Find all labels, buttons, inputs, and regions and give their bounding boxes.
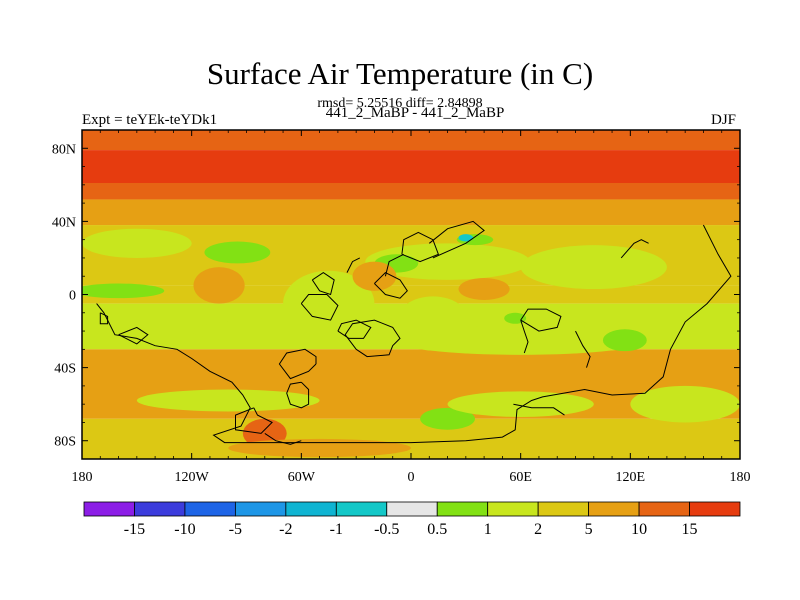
axes: 180 120W 60W 0 60E 120E 180 80N 40N 0 40S 80S bbox=[52, 129, 751, 485]
field-region bbox=[193, 267, 245, 304]
coastline bbox=[99, 312, 109, 325]
field-region bbox=[82, 228, 192, 258]
x-tick-label: 60W bbox=[288, 470, 316, 485]
x-tick-label: 120W bbox=[175, 470, 210, 485]
colorbar-label: 2 bbox=[534, 521, 542, 538]
coastline bbox=[620, 239, 649, 259]
x-tick-label: 180 bbox=[72, 470, 93, 485]
field-region bbox=[458, 234, 474, 242]
colorbar-box bbox=[234, 501, 287, 517]
field-region bbox=[420, 407, 475, 430]
y-tick-label: 40N bbox=[52, 215, 76, 230]
y-tick-label: 40S bbox=[54, 362, 76, 377]
field-region bbox=[204, 241, 271, 264]
colorbar-box bbox=[638, 501, 690, 517]
coastline bbox=[264, 432, 302, 445]
coastlines bbox=[96, 220, 732, 445]
field-region bbox=[396, 296, 470, 348]
chart-subtitle: rmsd= 5.25516 diff= 2.84898 bbox=[317, 96, 483, 111]
coastline bbox=[575, 330, 591, 368]
coastline bbox=[300, 294, 339, 321]
colorbar-label: 5 bbox=[585, 521, 593, 538]
colorbar-label: 1 bbox=[484, 521, 492, 538]
field-region bbox=[82, 283, 165, 299]
colorbar-label: 15 bbox=[682, 521, 698, 538]
colorbar: -15 -10 -5 -2 -1 -0.5 0.5 1 2 5 10 15 bbox=[83, 501, 741, 538]
colorbar-box bbox=[184, 501, 236, 517]
field-region bbox=[602, 329, 647, 352]
colorbar-label: -1 bbox=[330, 521, 343, 538]
colorbar-label: -15 bbox=[124, 521, 145, 538]
field-band bbox=[82, 130, 740, 151]
field-region bbox=[283, 270, 375, 337]
colorbar-label: 0.5 bbox=[427, 521, 447, 538]
field-band bbox=[82, 199, 740, 226]
field-region bbox=[520, 245, 667, 290]
coastline bbox=[286, 381, 310, 409]
y-tick-label: 80N bbox=[52, 142, 76, 157]
x-tick-label: 60E bbox=[509, 470, 532, 485]
field-region bbox=[504, 312, 527, 324]
chart-title: Surface Air Temperature (in C) bbox=[206, 56, 594, 91]
season-label: DJF bbox=[710, 112, 736, 128]
coastline bbox=[513, 403, 565, 416]
coastline bbox=[337, 319, 372, 339]
coastline bbox=[118, 326, 149, 345]
coastline bbox=[520, 308, 562, 332]
colorbar-label: -0.5 bbox=[374, 521, 399, 538]
colorbar-box bbox=[134, 501, 186, 517]
coastline bbox=[374, 271, 408, 299]
field-region bbox=[630, 385, 740, 423]
field-region bbox=[228, 438, 411, 458]
field-region bbox=[458, 278, 510, 300]
field-region bbox=[136, 389, 320, 412]
colorbar-box bbox=[487, 501, 539, 517]
colorbar-box bbox=[335, 501, 388, 517]
coastline bbox=[311, 271, 335, 296]
y-tick-label: 80S bbox=[54, 435, 76, 450]
colorbar-box bbox=[386, 501, 438, 517]
colorbar-box bbox=[537, 501, 590, 517]
colorbar-label: 10 bbox=[631, 521, 647, 538]
coastline bbox=[384, 253, 404, 277]
experiment-label: Expt = teYEk-teYDk1 bbox=[82, 112, 218, 128]
coastline bbox=[428, 220, 485, 259]
coastline bbox=[96, 224, 732, 444]
y-tick-label: 0 bbox=[69, 289, 76, 304]
colorbar-box bbox=[588, 501, 640, 517]
coastline bbox=[520, 319, 529, 354]
coastline bbox=[235, 407, 273, 434]
x-tick-label: 0 bbox=[408, 470, 415, 485]
case-label: 441_2_MaBP - 441_2_MaBP bbox=[325, 105, 505, 121]
colorbar-label: -2 bbox=[279, 521, 292, 538]
colorbar-label: -10 bbox=[174, 521, 195, 538]
colorbar-box bbox=[285, 501, 337, 517]
field-region bbox=[352, 261, 397, 291]
coastline bbox=[401, 231, 440, 263]
map-field bbox=[82, 130, 740, 459]
field-region bbox=[447, 391, 594, 417]
colorbar-label: -5 bbox=[229, 521, 242, 538]
coastline bbox=[346, 257, 361, 273]
field-region bbox=[484, 433, 704, 456]
coastline bbox=[344, 319, 401, 358]
colorbar-box bbox=[83, 501, 135, 517]
colorbar-box bbox=[689, 501, 741, 517]
coastline bbox=[278, 348, 317, 380]
colorbar-box bbox=[436, 501, 489, 517]
field-band bbox=[82, 183, 740, 200]
field-band bbox=[82, 150, 740, 184]
x-tick-label: 120E bbox=[616, 470, 646, 485]
field-band bbox=[82, 285, 740, 304]
x-tick-label: 180 bbox=[730, 470, 751, 485]
